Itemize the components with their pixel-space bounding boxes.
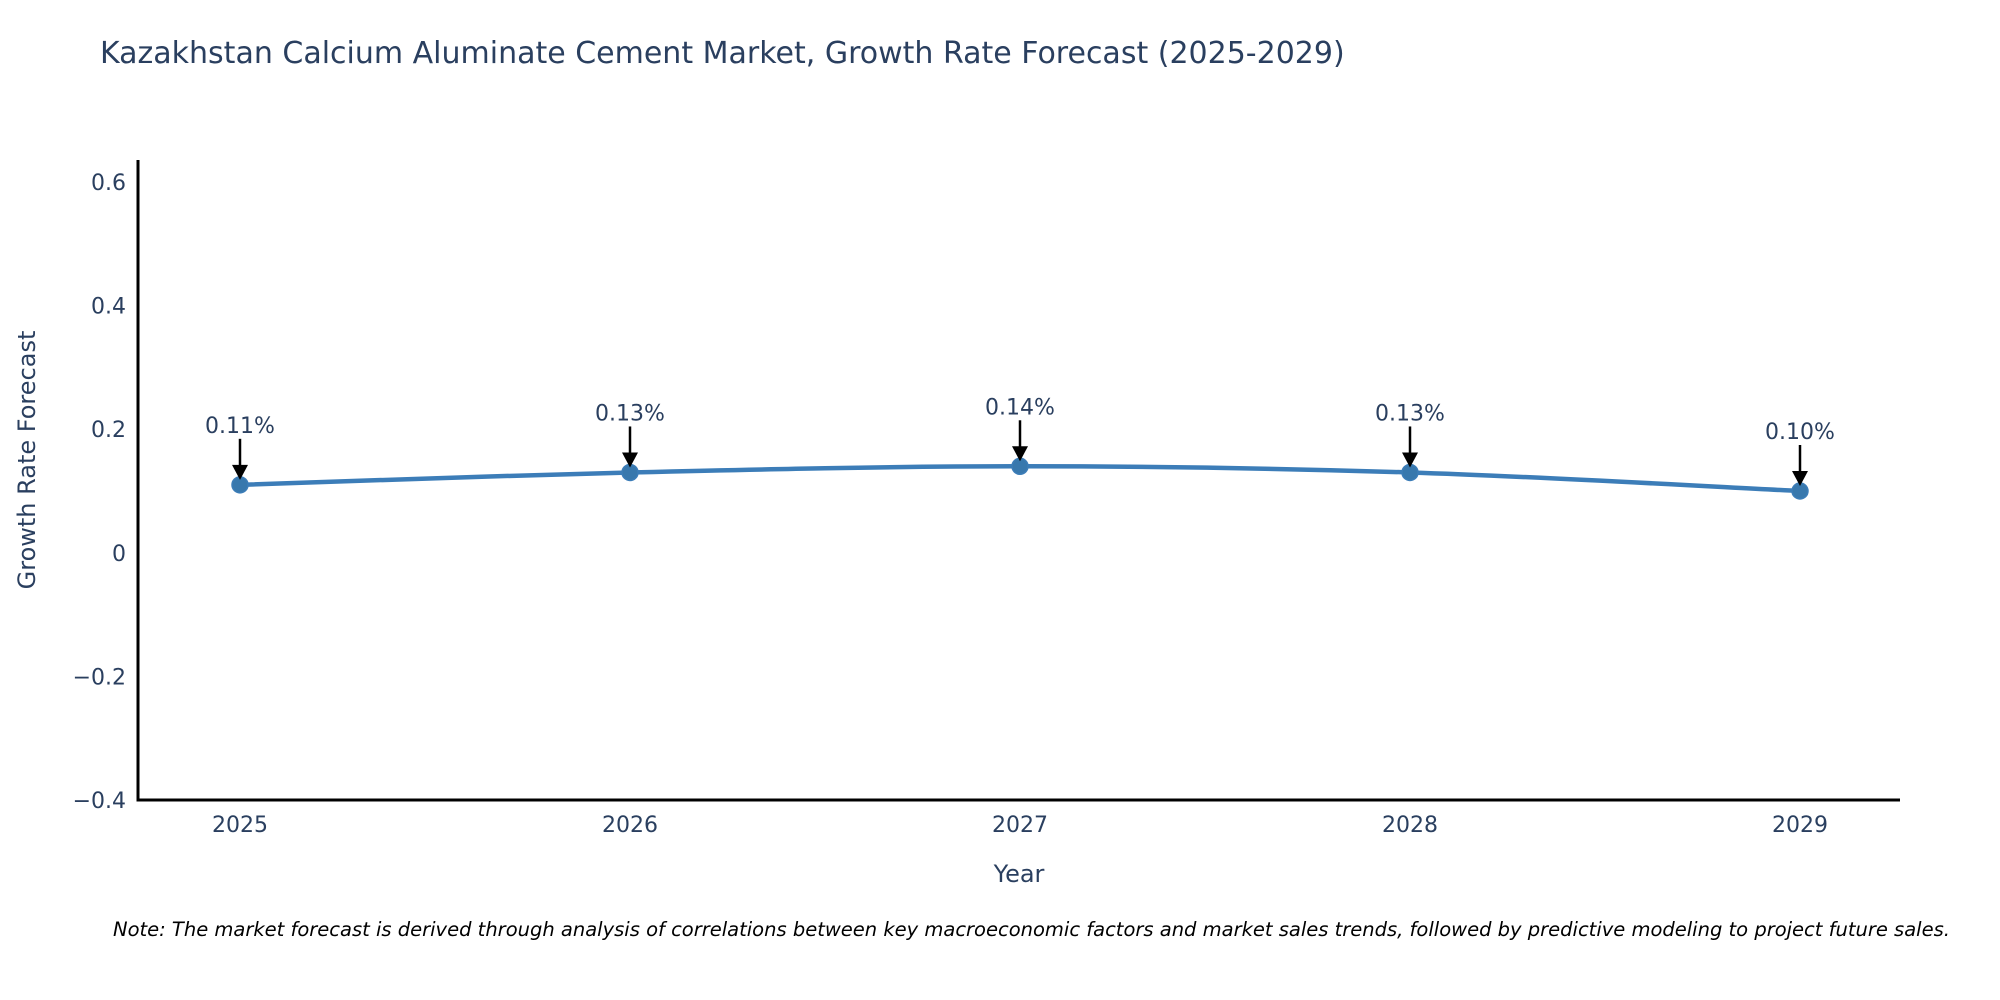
annotation-arrow-head bbox=[622, 452, 638, 468]
point-label: 0.13% bbox=[595, 401, 665, 426]
x-tick-label: 2027 bbox=[992, 813, 1048, 838]
point-label: 0.13% bbox=[1375, 401, 1445, 426]
annotation-arrow-head bbox=[232, 464, 248, 480]
y-tick-label: −0.4 bbox=[73, 789, 126, 814]
x-axis-title: Year bbox=[993, 860, 1045, 888]
annotation-arrow-head bbox=[1012, 446, 1028, 462]
point-label: 0.10% bbox=[1765, 420, 1835, 445]
point-label: 0.14% bbox=[985, 395, 1055, 420]
x-tick-label: 2028 bbox=[1382, 813, 1438, 838]
footnote: Note: The market forecast is derived thr… bbox=[113, 918, 1950, 941]
y-tick-label: 0.4 bbox=[91, 295, 126, 320]
y-tick-label: 0 bbox=[112, 542, 126, 567]
annotation-arrow-head bbox=[1402, 452, 1418, 468]
annotation-arrow-head bbox=[1792, 471, 1808, 486]
x-tick-label: 2025 bbox=[212, 813, 268, 838]
point-label: 0.11% bbox=[205, 414, 275, 439]
x-tick-label: 2026 bbox=[602, 813, 658, 838]
chart-title: Kazakhstan Calcium Aluminate Cement Mark… bbox=[100, 36, 1345, 71]
x-tick-label: 2029 bbox=[1772, 813, 1828, 838]
y-tick-label: 0.2 bbox=[91, 418, 126, 443]
y-tick-label: −0.2 bbox=[73, 665, 126, 690]
y-tick-label: 0.6 bbox=[91, 171, 126, 196]
